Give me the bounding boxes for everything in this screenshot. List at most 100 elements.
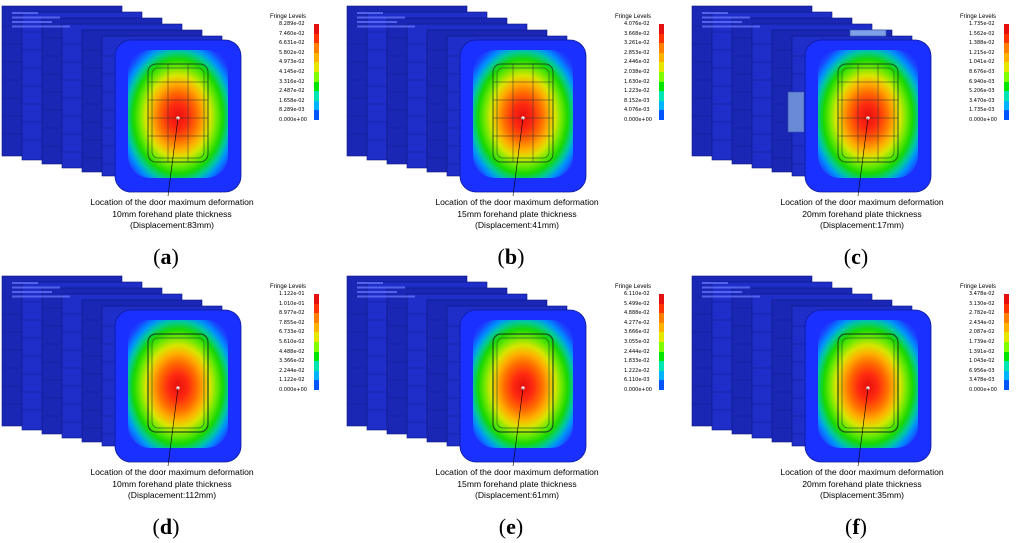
legend-swatch <box>1004 341 1009 352</box>
caption-displacement: (Displacement:61mm) <box>474 490 560 500</box>
legend-level: 3.316e-02 <box>279 78 305 85</box>
legend-level: 1.658e-02 <box>279 97 305 104</box>
legend-level: 2.244e-02 <box>279 367 305 374</box>
legend-swatch <box>314 24 319 34</box>
legend-title: Fringe Levels <box>615 284 652 290</box>
legend-level: 3.055e-02 <box>624 339 650 345</box>
panel-label: (e) <box>498 514 524 539</box>
deformation-contour <box>473 320 573 448</box>
caption-displacement: (Displacement:41mm) <box>474 220 560 230</box>
legend-level: 4.076e-03 <box>624 107 650 114</box>
fem-model <box>1 5 242 197</box>
legend-swatch <box>314 81 319 92</box>
legend-swatch <box>314 100 319 111</box>
fem-model <box>346 275 587 467</box>
legend-level: 6.956e-03 <box>969 367 995 374</box>
deformation-contour <box>818 50 918 178</box>
legend-level: 6.733e-02 <box>279 329 305 336</box>
legend-swatch <box>1004 322 1009 333</box>
panel-b: Fringe Levels 4.076e-02 3.668e-02 3.261e-02… <box>345 0 679 272</box>
legend-level: 0.000e+00 <box>279 387 307 393</box>
caption-thickness: 10mm forehand plate thickness <box>112 208 232 219</box>
legend-swatch <box>659 52 664 63</box>
leader-line <box>167 387 179 467</box>
solver-header <box>357 12 415 28</box>
legend-swatch <box>1004 52 1009 63</box>
panel-letter: b <box>504 244 518 269</box>
door-inner-outline <box>841 337 895 429</box>
leader-line <box>512 117 524 197</box>
legend-level: 0.000e+00 <box>969 117 997 123</box>
legend-swatch <box>314 351 319 362</box>
caption-location: Location of the door maximum deformation <box>90 197 254 207</box>
legend-level: 1.223e-02 <box>624 88 650 95</box>
legend-swatch <box>659 110 664 120</box>
door-inner-outline <box>496 337 550 429</box>
panel-d: Fringe Levels 1.122e-01 1.010e-01 8.977e-02… <box>0 270 334 542</box>
legend-level: 8.676e-03 <box>969 69 995 75</box>
fringe-legend: Fringe Levels 1.122e-01 1.010e-01 8.977e-02… <box>258 284 328 404</box>
legend-swatch <box>1004 62 1009 72</box>
legend-swatch <box>1004 303 1009 314</box>
solver-header <box>12 282 70 298</box>
legend-swatch <box>314 294 319 304</box>
door-outline <box>837 333 899 433</box>
legend-colorbar <box>1004 294 1009 390</box>
legend-swatch <box>659 91 664 101</box>
door-outline <box>492 63 554 163</box>
legend-swatch <box>1004 370 1009 381</box>
legend-swatch <box>314 33 319 44</box>
legend-swatch <box>659 322 664 333</box>
door-inner-outline <box>841 67 895 159</box>
legend-level: 1.833e-02 <box>624 358 650 365</box>
caption-location: Location of the door maximum deformation <box>780 467 944 477</box>
panel-a: Fringe Levels 8.289e-02 7.460e-02 6.631e-02… <box>0 0 334 272</box>
legend-level: 3.666e-02 <box>624 329 650 336</box>
door-outline <box>147 333 209 433</box>
legend-colorbar <box>314 294 319 390</box>
legend-colorbar <box>1004 24 1009 120</box>
legend-swatch <box>314 341 319 352</box>
legend-level: 1.562e-02 <box>969 30 995 37</box>
legend-swatch <box>1004 294 1009 304</box>
legend-level: 7.460e-02 <box>279 30 305 37</box>
legend-level: 1.215e-02 <box>969 49 995 56</box>
legend-swatch <box>659 303 664 314</box>
panel-label: (b) <box>497 244 525 269</box>
solver-header <box>12 12 70 28</box>
legend-swatch <box>314 380 319 390</box>
legend-swatch <box>1004 71 1009 82</box>
legend-swatch <box>659 33 664 44</box>
legend-level: 1.735e-02 <box>969 21 995 27</box>
legend-level: 4.888e-02 <box>624 310 650 317</box>
legend-colorbar <box>659 294 664 390</box>
legend-level: 6.940e-03 <box>969 78 995 85</box>
legend-title: Fringe Levels <box>615 14 652 20</box>
caption: Location of the door maximum deformation… <box>780 197 943 232</box>
legend-swatch <box>314 110 319 120</box>
legend-level: 6.110e-02 <box>624 291 650 297</box>
legend-level: 4.277e-02 <box>624 319 650 326</box>
door-outline <box>147 63 209 163</box>
legend-swatch <box>659 351 664 362</box>
legend-swatch <box>659 313 664 323</box>
legend-swatch <box>314 91 319 101</box>
caption-thickness: 20mm forehand plate thickness <box>802 478 922 489</box>
deformation-contour <box>473 50 573 178</box>
legend-swatch <box>659 24 664 34</box>
legend-swatch <box>314 370 319 381</box>
legend-level: 7.855e-02 <box>279 319 305 326</box>
panel-e: Fringe Levels 6.110e-02 5.499e-02 4.888e-02… <box>345 270 679 542</box>
legend-swatch <box>1004 332 1009 342</box>
legend-title: Fringe Levels <box>960 284 997 290</box>
caption: Location of the door maximum deformation… <box>90 467 253 502</box>
legend-level: 0.000e+00 <box>624 117 652 123</box>
legend-swatch <box>314 71 319 82</box>
caption-displacement: (Displacement:35mm) <box>819 490 905 500</box>
legend-level: 3.668e-02 <box>624 30 650 37</box>
leader-line <box>857 117 869 197</box>
legend-swatch <box>659 71 664 82</box>
legend-level: 1.630e-02 <box>624 78 650 85</box>
fringe-legend: Fringe Levels 1.735e-02 1.562e-02 1.388e-02… <box>948 14 1018 134</box>
stiffener-patch <box>787 29 887 133</box>
